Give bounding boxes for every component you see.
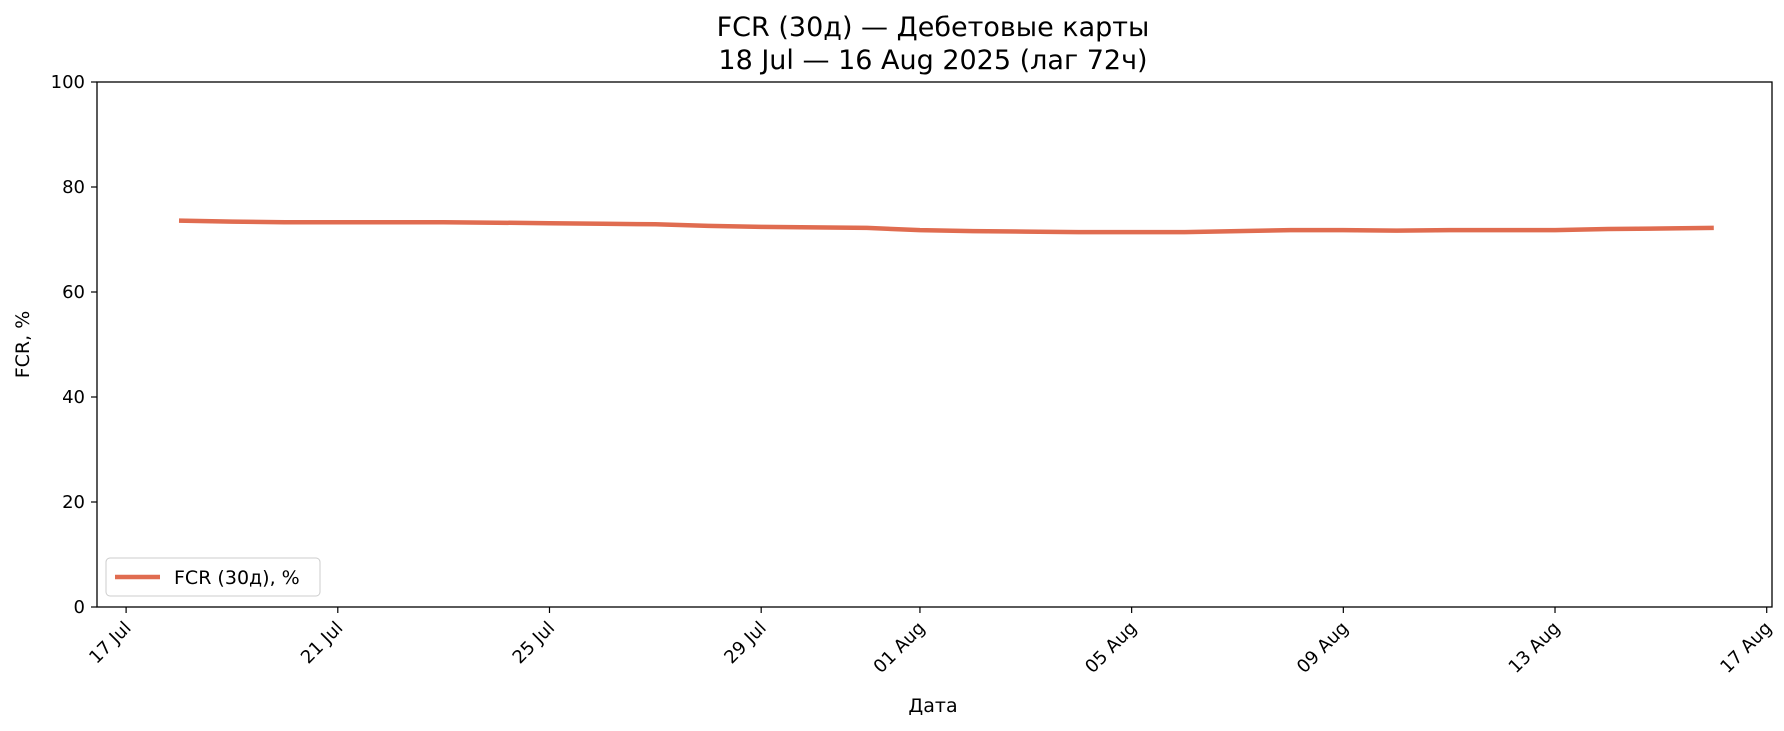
- y-tick-label: 0: [74, 597, 85, 618]
- legend: FCR (30д), %: [105, 557, 321, 597]
- y-axis-label: FCR, %: [12, 311, 34, 379]
- y-tick-label: 80: [62, 177, 85, 198]
- y-tick-label: 20: [62, 492, 85, 513]
- y-axis-ticks: 0 20 40 60 80 100: [51, 72, 97, 618]
- y-tick-label: 60: [62, 282, 85, 303]
- y-tick-label: 100: [51, 72, 85, 93]
- legend-box: [105, 557, 321, 597]
- plot-frame: [96, 81, 1773, 608]
- x-axis-label: Дата: [908, 695, 957, 717]
- chart-subtitle: 18 Jul — 16 Aug 2025 (лаг 72ч): [718, 45, 1147, 76]
- series-layer: [178, 218, 1714, 235]
- chart-title: FCR (30д) — Дебетовые карты: [717, 12, 1150, 43]
- y-tick-label: 40: [62, 387, 85, 408]
- series-line: [178, 218, 1714, 235]
- legend-label: FCR (30д), %: [174, 567, 300, 589]
